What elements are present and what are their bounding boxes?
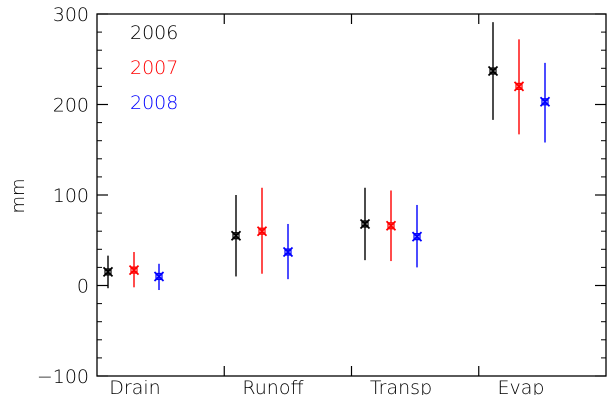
data-point-marker [385, 220, 397, 231]
data-point-marker [359, 218, 371, 230]
y-tick-label: 300 [53, 4, 89, 26]
y-tick-label: 100 [53, 185, 89, 207]
data-point-marker [539, 96, 551, 107]
data-point-marker [282, 246, 294, 258]
y-axis-label: mm [8, 178, 29, 213]
x-tick-label: Transp [370, 377, 432, 395]
marker-stroke [258, 227, 266, 235]
data-point-marker [153, 271, 165, 282]
data-point-marker [487, 65, 499, 77]
legend-entry: 2008 [130, 92, 178, 114]
marker-stroke [104, 268, 112, 276]
marker-stroke [541, 98, 549, 106]
marker-stroke [232, 232, 240, 240]
y-tick-label: −100 [37, 366, 89, 388]
data-point-marker [128, 264, 140, 276]
marker-stroke [387, 222, 395, 230]
marker-stroke [515, 82, 523, 91]
data-point-marker [411, 231, 423, 242]
axes: −100 0 100 200 300 Drain Runoff Transp Evap [37, 4, 607, 395]
legend: 2006 2007 2008 [130, 22, 178, 114]
data-point-marker [256, 226, 268, 237]
legend-entry: 2006 [130, 22, 178, 44]
data-marks [102, 22, 551, 291]
marker-stroke [155, 272, 163, 281]
marker-stroke [284, 248, 292, 256]
marker-stroke [489, 67, 497, 75]
x-tick-label: Drain [109, 377, 160, 395]
marker-stroke [130, 266, 138, 274]
data-point-marker [513, 81, 525, 92]
marker-stroke [361, 220, 369, 228]
y-tick-label: 0 [77, 276, 89, 298]
marker-stroke [413, 233, 421, 241]
x-tick-label: Evap [498, 377, 545, 395]
y-tick-label: 200 [53, 95, 89, 117]
legend-entry: 2007 [130, 57, 178, 79]
x-tick-label: Runoff [242, 377, 303, 395]
data-point-marker [230, 230, 242, 241]
data-point-marker [102, 266, 114, 278]
